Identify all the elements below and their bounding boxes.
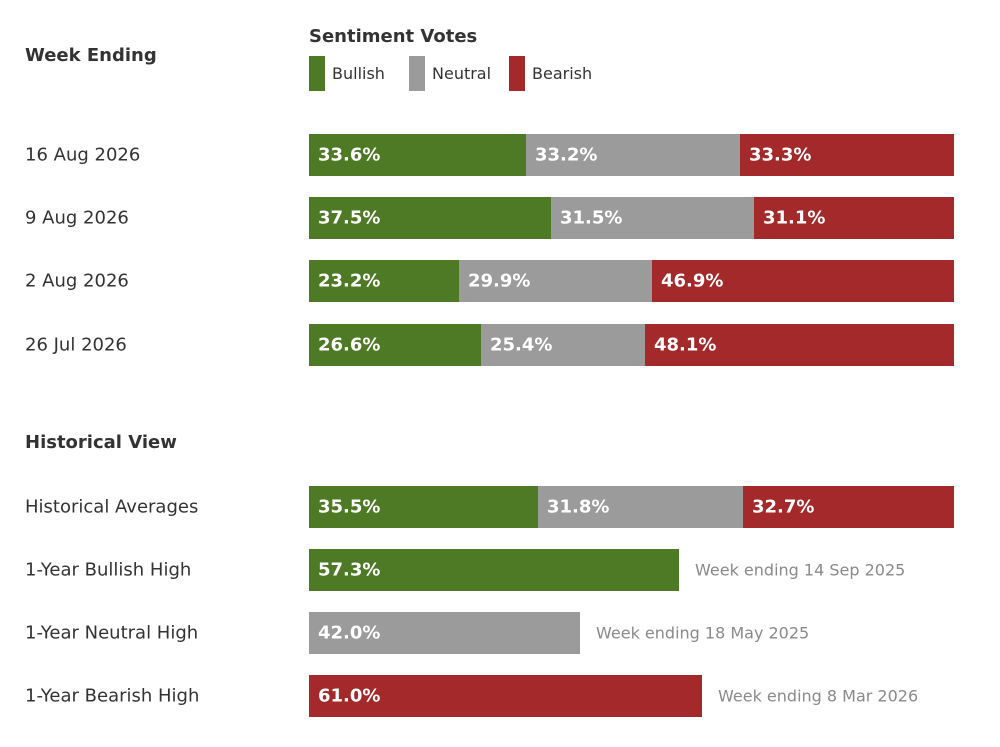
row-label-1-year-bullish-high: 1-Year Bullish High bbox=[25, 559, 192, 580]
bar-segment-bullish-2-aug-2026: 23.2% bbox=[309, 259, 459, 302]
data-label-bullish-16-aug-2026: 33.6% bbox=[318, 144, 381, 165]
data-label-neutral-9-aug-2026: 31.5% bbox=[560, 207, 623, 228]
row-label-1-year-bearish-high: 1-Year Bearish High bbox=[25, 685, 200, 706]
bar-9-aug-2026: 37.5% 31.5% 31.1% bbox=[309, 196, 954, 239]
data-label-bullish-26-jul-2026: 26.6% bbox=[318, 334, 381, 355]
row-label-2-aug-2026: 2 Aug 2026 bbox=[25, 270, 129, 291]
legend-label-bullish: Bullish bbox=[332, 64, 385, 83]
bar-segment-bearish-historical-averages: 32.7% bbox=[743, 485, 954, 528]
data-label-bearish-16-aug-2026: 33.3% bbox=[749, 144, 812, 165]
bar-1-year-bullish-high: 57.3% bbox=[309, 548, 679, 591]
legend-swatch-bearish bbox=[509, 56, 525, 91]
bar-segment-bullish-1-year-bullish-high: 57.3% bbox=[309, 548, 679, 591]
bar-segment-neutral-26-jul-2026: 25.4% bbox=[481, 323, 645, 366]
data-label-bullish-9-aug-2026: 37.5% bbox=[318, 207, 381, 228]
data-label-bearish-26-jul-2026: 48.1% bbox=[654, 334, 717, 355]
legend-swatch-bullish bbox=[309, 56, 325, 91]
bar-segment-neutral-historical-averages: 31.8% bbox=[538, 485, 743, 528]
data-label-bearish-1-year-bearish-high: 61.0% bbox=[318, 685, 381, 706]
bar-segment-bullish-9-aug-2026: 37.5% bbox=[309, 196, 551, 239]
bar-note-1-year-bearish-high: Week ending 8 Mar 2026 bbox=[718, 686, 919, 705]
bar-segment-bearish-16-aug-2026: 33.3% bbox=[740, 133, 954, 176]
legend-item-bearish: Bearish bbox=[509, 56, 592, 91]
data-label-neutral-1-year-neutral-high: 42.0% bbox=[318, 622, 381, 643]
legend-title: Sentiment Votes bbox=[309, 26, 478, 47]
data-label-neutral-historical-averages: 31.8% bbox=[547, 496, 610, 517]
bar-segment-neutral-9-aug-2026: 31.5% bbox=[551, 196, 754, 239]
row-label-1-year-neutral-high: 1-Year Neutral High bbox=[25, 622, 199, 643]
row-label-9-aug-2026: 9 Aug 2026 bbox=[25, 207, 129, 228]
bar-segment-neutral-16-aug-2026: 33.2% bbox=[526, 133, 740, 176]
bar-segment-bearish-2-aug-2026: 46.9% bbox=[652, 259, 954, 302]
legend-label-bearish: Bearish bbox=[532, 64, 593, 83]
data-label-neutral-26-jul-2026: 25.4% bbox=[490, 334, 553, 355]
bar-historical-averages: 35.5% 31.8% 32.7% bbox=[309, 485, 954, 528]
data-label-neutral-16-aug-2026: 33.2% bbox=[535, 144, 598, 165]
bar-1-year-neutral-high: 42.0% bbox=[309, 611, 580, 654]
data-label-bearish-9-aug-2026: 31.1% bbox=[763, 207, 826, 228]
bar-segment-bearish-26-jul-2026: 48.1% bbox=[645, 323, 954, 366]
bar-16-aug-2026: 33.6% 33.2% 33.3% bbox=[309, 133, 954, 176]
legend-label-neutral: Neutral bbox=[432, 64, 492, 83]
data-label-bearish-historical-averages: 32.7% bbox=[752, 496, 815, 517]
bar-segment-bullish-26-jul-2026: 26.6% bbox=[309, 323, 481, 366]
section-title-week-ending: Week Ending bbox=[25, 45, 157, 66]
bar-segment-bearish-9-aug-2026: 31.1% bbox=[754, 196, 954, 239]
bar-segment-bullish-historical-averages: 35.5% bbox=[309, 485, 538, 528]
data-label-bullish-2-aug-2026: 23.2% bbox=[318, 270, 381, 291]
row-label-historical-averages: Historical Averages bbox=[25, 496, 199, 517]
row-label-26-jul-2026: 26 Jul 2026 bbox=[25, 334, 127, 355]
section-title-historical-view: Historical View bbox=[25, 432, 177, 453]
bar-1-year-bearish-high: 61.0% bbox=[309, 674, 702, 717]
data-label-bullish-1-year-bullish-high: 57.3% bbox=[318, 559, 381, 580]
bar-26-jul-2026: 26.6% 25.4% 48.1% bbox=[309, 323, 954, 366]
bar-2-aug-2026: 23.2% 29.9% 46.9% bbox=[309, 259, 954, 302]
data-label-bearish-2-aug-2026: 46.9% bbox=[661, 270, 724, 291]
bar-note-1-year-bullish-high: Week ending 14 Sep 2025 bbox=[695, 560, 906, 579]
data-label-neutral-2-aug-2026: 29.9% bbox=[468, 270, 531, 291]
bar-segment-bullish-16-aug-2026: 33.6% bbox=[309, 133, 526, 176]
legend-item-bullish: Bullish bbox=[309, 56, 385, 91]
bar-note-1-year-neutral-high: Week ending 18 May 2025 bbox=[596, 623, 810, 642]
bar-segment-bearish-1-year-bearish-high: 61.0% bbox=[309, 674, 702, 717]
bar-segment-neutral-2-aug-2026: 29.9% bbox=[459, 259, 652, 302]
data-label-bullish-historical-averages: 35.5% bbox=[318, 496, 381, 517]
bar-segment-neutral-1-year-neutral-high: 42.0% bbox=[309, 611, 580, 654]
legend-item-neutral: Neutral bbox=[409, 56, 491, 91]
row-label-16-aug-2026: 16 Aug 2026 bbox=[25, 144, 141, 165]
legend-swatch-neutral bbox=[409, 56, 425, 91]
